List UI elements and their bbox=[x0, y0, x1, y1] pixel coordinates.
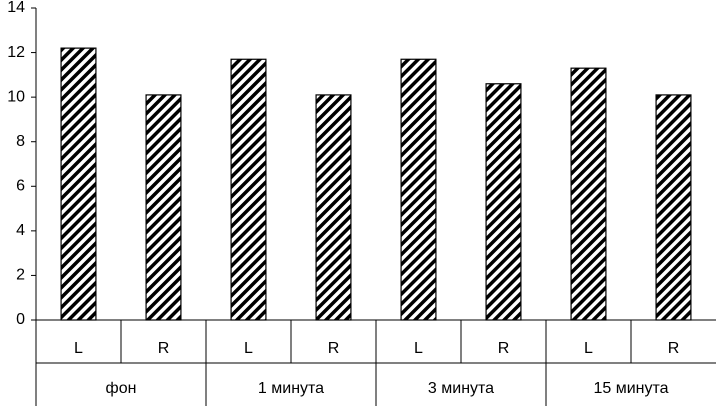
bar bbox=[230, 58, 267, 321]
y-tick-label: 8 bbox=[16, 133, 25, 150]
bar bbox=[315, 94, 352, 321]
bar bbox=[400, 58, 437, 321]
y-tick-label: 14 bbox=[7, 0, 25, 16]
y-tick-label: 0 bbox=[16, 311, 25, 328]
x-tick-label: R bbox=[328, 340, 340, 357]
x-tick-label: L bbox=[244, 340, 253, 357]
bar bbox=[485, 83, 522, 321]
y-tick-label: 12 bbox=[7, 44, 25, 61]
y-tick-label: 10 bbox=[7, 88, 25, 105]
group-label: 1 минута bbox=[258, 380, 324, 397]
group-label: фон bbox=[106, 380, 137, 397]
group-label: 3 минута bbox=[428, 380, 494, 397]
x-tick-label: R bbox=[668, 340, 680, 357]
x-tick-label: R bbox=[498, 340, 510, 357]
y-tick-label: 4 bbox=[16, 222, 25, 239]
bar bbox=[145, 94, 182, 321]
bar bbox=[570, 67, 607, 321]
bar bbox=[655, 94, 692, 321]
x-tick-label: L bbox=[584, 340, 593, 357]
x-tick-label: L bbox=[414, 340, 423, 357]
y-tick-label: 6 bbox=[16, 178, 25, 195]
bar bbox=[60, 47, 97, 321]
x-tick-label: L bbox=[74, 340, 83, 357]
y-tick-label: 2 bbox=[16, 267, 25, 284]
x-tick-label: R bbox=[158, 340, 170, 357]
group-label: 15 минута bbox=[593, 380, 668, 397]
